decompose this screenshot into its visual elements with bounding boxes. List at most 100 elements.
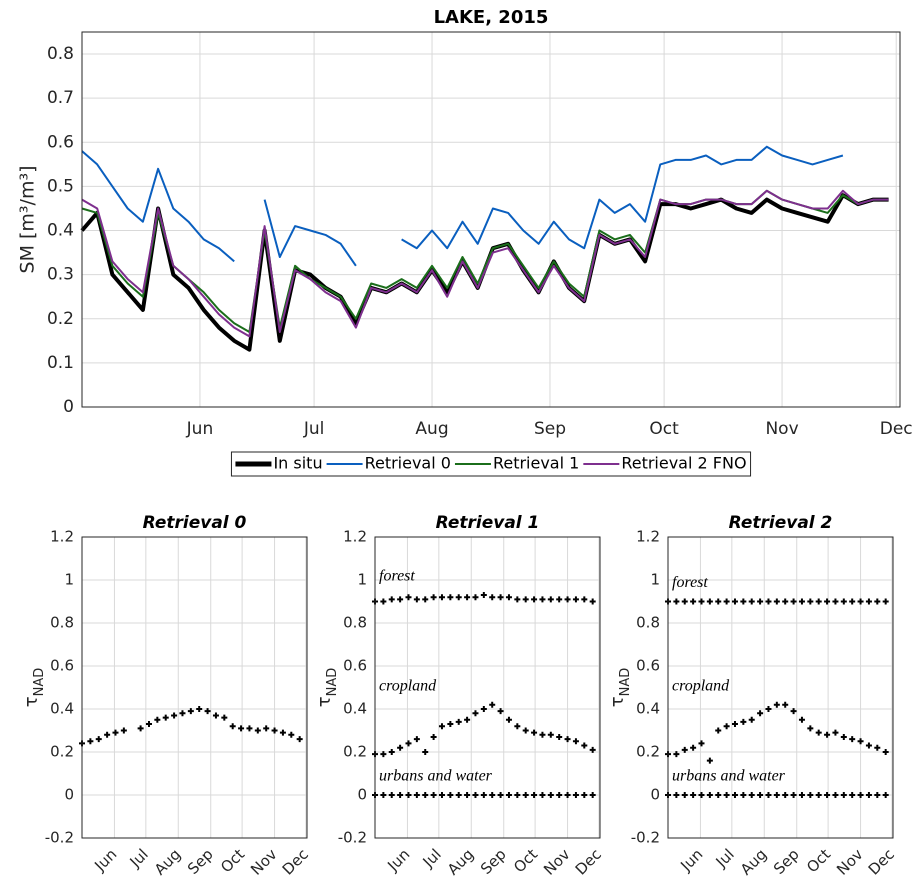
y-tick-label: 0.2 [343, 743, 367, 761]
point [438, 792, 445, 798]
point [857, 792, 864, 798]
y-tick-label: 0.6 [343, 657, 367, 675]
point [405, 594, 412, 601]
point [765, 792, 772, 798]
x-tick-label: Sep [184, 845, 217, 878]
point [673, 792, 680, 798]
y-tick-label: -0.2 [45, 829, 74, 847]
x-tick-label: Aug [737, 845, 770, 878]
point [480, 706, 487, 712]
x-tick-label: Aug [415, 419, 448, 439]
point [179, 710, 186, 717]
point [832, 598, 839, 605]
point [715, 598, 722, 605]
point [447, 792, 454, 798]
point [849, 792, 856, 798]
point [455, 792, 462, 798]
point [405, 740, 412, 747]
point [539, 731, 546, 738]
point [589, 746, 596, 753]
x-tick-label: Sep [477, 845, 510, 878]
y-tick-label: 1 [357, 571, 367, 589]
plot-area [82, 32, 900, 407]
y-tick-label: 0.8 [343, 614, 367, 632]
point [455, 718, 462, 725]
point [681, 792, 688, 798]
point [690, 792, 697, 798]
x-tick-label: Sep [770, 845, 803, 878]
point [589, 792, 596, 798]
point [472, 792, 479, 798]
y-label-symbol: τ [607, 696, 628, 707]
y-tick-label: 0.8 [50, 614, 74, 632]
point [740, 718, 747, 725]
point [564, 736, 571, 743]
point [480, 792, 487, 798]
point [221, 714, 228, 721]
point [447, 721, 454, 728]
point [874, 792, 881, 798]
point [430, 733, 437, 740]
point [807, 725, 814, 732]
legend-label: Retrieval 0 [365, 454, 451, 473]
point [681, 746, 688, 753]
point [782, 598, 789, 605]
point [489, 701, 496, 708]
x-tick-label: Jun [90, 845, 120, 875]
point [196, 706, 203, 712]
point [238, 725, 245, 732]
point [564, 596, 571, 603]
point [422, 596, 429, 603]
plot-area [375, 537, 600, 838]
y-tick-label: 0 [63, 397, 74, 417]
point [87, 738, 94, 745]
point [807, 598, 814, 605]
point [547, 792, 554, 798]
point [397, 744, 404, 751]
point [572, 596, 579, 603]
point [145, 721, 152, 728]
x-tick-label: Aug [444, 845, 477, 878]
point [782, 701, 789, 708]
y-axis-label: SM [m³/m³] [17, 166, 39, 274]
point [120, 727, 127, 734]
x-tick-label: Dec [880, 419, 913, 439]
axes-frame [374, 536, 601, 839]
point [455, 594, 462, 601]
point [782, 792, 789, 798]
series-annotation: forest [379, 568, 415, 585]
y-tick-label: 0.6 [47, 132, 74, 152]
series-annotation: forest [672, 574, 708, 591]
axes-frame [81, 31, 901, 408]
y-tick-label: 0.8 [47, 44, 74, 64]
point [673, 751, 680, 758]
point [505, 594, 512, 601]
x-tick-label: Jun [676, 845, 706, 875]
y-label-subscript: NAD [32, 668, 47, 697]
point [690, 598, 697, 605]
x-tick-label: Nov [833, 845, 867, 879]
x-tick-label: Nov [247, 845, 281, 879]
point [489, 792, 496, 798]
point [840, 792, 847, 798]
point [539, 596, 546, 603]
y-tick-label: 0.2 [636, 743, 660, 761]
point [715, 727, 722, 734]
point [706, 598, 713, 605]
y-tick-label: -0.2 [631, 829, 660, 847]
point [798, 792, 805, 798]
point [723, 598, 730, 605]
point [581, 742, 588, 749]
point [505, 792, 512, 798]
point [413, 792, 420, 798]
chart-title: Retrieval 2 [729, 513, 833, 533]
point [497, 708, 504, 715]
point [464, 792, 471, 798]
x-tick-label: Dec [279, 845, 312, 878]
y-tick-label: 1.2 [343, 528, 367, 546]
point [464, 716, 471, 723]
point [296, 736, 303, 743]
point [388, 596, 395, 603]
point [581, 596, 588, 603]
point [263, 725, 270, 732]
